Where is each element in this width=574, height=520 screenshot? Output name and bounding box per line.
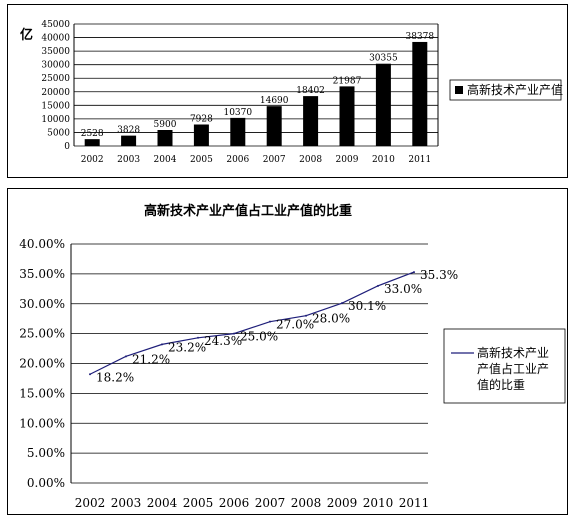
y-tick-label: 30.00% xyxy=(19,297,65,311)
bar-data-label: 2528 xyxy=(81,129,104,139)
x-tick-label: 2006 xyxy=(226,155,249,165)
bar-data-label: 21987 xyxy=(333,76,362,86)
x-tick-label: 2007 xyxy=(255,496,286,510)
y-tick-label: 15.00% xyxy=(19,386,65,400)
bar-data-label: 38378 xyxy=(405,32,434,42)
data-point xyxy=(89,373,91,376)
x-tick-label: 2003 xyxy=(111,496,142,510)
y-tick-label: 25.00% xyxy=(19,327,65,341)
point-data-label: 24.3% xyxy=(204,334,242,348)
bar-data-label: 10370 xyxy=(223,108,252,118)
y-tick-label: 0.00% xyxy=(27,476,65,490)
y-tick-label: 0 xyxy=(64,142,70,152)
x-tick-label: 2008 xyxy=(299,155,322,165)
data-point xyxy=(125,355,127,358)
point-data-label: 23.2% xyxy=(168,340,206,354)
bar-data-label: 18402 xyxy=(296,86,325,96)
x-tick-label: 2007 xyxy=(263,155,286,165)
bar xyxy=(121,135,137,146)
y-tick-label: 20.00% xyxy=(19,357,65,371)
point-data-label: 30.1% xyxy=(348,299,386,313)
data-point xyxy=(233,332,235,335)
bar-data-label: 30355 xyxy=(369,54,398,64)
y-tick-label: 45000 xyxy=(41,20,70,30)
point-data-label: 21.2% xyxy=(132,352,170,366)
x-tick-label: 2009 xyxy=(327,496,358,510)
point-data-label: 35.3% xyxy=(420,268,458,282)
bar-data-label: 7928 xyxy=(190,115,213,125)
point-data-label: 25.0% xyxy=(240,330,278,344)
y-tick-label: 40.00% xyxy=(19,237,65,251)
x-tick-label: 2009 xyxy=(336,155,359,165)
series-line xyxy=(89,271,415,375)
x-tick-label: 2004 xyxy=(147,496,178,510)
data-point xyxy=(305,314,307,317)
point-data-label: 28.0% xyxy=(312,312,350,326)
bar-data-label: 5900 xyxy=(154,120,177,130)
data-point xyxy=(413,271,415,274)
legend-box xyxy=(443,328,566,404)
x-tick-label: 2002 xyxy=(75,496,106,510)
data-point xyxy=(197,336,199,339)
y-tick-label: 10000 xyxy=(41,115,70,125)
y-tick-label: 25000 xyxy=(41,74,70,84)
bar xyxy=(412,41,428,147)
bar xyxy=(193,124,209,146)
point-data-label: 27.0% xyxy=(276,318,314,332)
x-tick-label: 2011 xyxy=(408,155,431,165)
legend-swatch xyxy=(455,86,463,94)
x-tick-label: 2002 xyxy=(81,155,104,165)
y-tick-label: 20000 xyxy=(41,88,70,98)
point-data-label: 18.2% xyxy=(96,370,134,384)
bar xyxy=(157,130,173,146)
y-tick-label: 35.00% xyxy=(19,267,65,281)
bar-chart-panel: 0 5000 10000 15000 20000 25000 30000 35000 40000… xyxy=(7,4,568,178)
bar xyxy=(303,96,319,146)
data-point xyxy=(341,302,343,305)
bar xyxy=(84,139,100,146)
bar xyxy=(339,86,355,146)
line-chart: 高新技术产业产值占工业产值的比重 0.00% 5.00% 10.00% 15.00% 20… xyxy=(19,203,566,510)
y-axis-unit-label: 亿 xyxy=(20,27,33,43)
y-tick-label: 40000 xyxy=(41,34,70,44)
data-point xyxy=(377,284,379,287)
x-tick-label: 2005 xyxy=(190,155,213,165)
y-tick-label: 30000 xyxy=(41,61,70,71)
y-tick-label: 15000 xyxy=(41,101,70,111)
bar-data-label: 3828 xyxy=(117,126,140,136)
x-tick-label: 2003 xyxy=(117,155,140,165)
bar xyxy=(230,117,246,146)
x-tick-label: 2005 xyxy=(183,496,214,510)
point-data-label: 33.0% xyxy=(384,282,422,296)
legend-box xyxy=(449,79,562,101)
line-chart-panel: 高新技术产业产值占工业产值的比重 0.00% 5.00% 10.00% 15.00% 20… xyxy=(7,188,568,515)
y-tick-label: 10.00% xyxy=(19,416,65,430)
x-tick-label: 2011 xyxy=(399,496,430,510)
chart-title: 高新技术产业产值占工业产值的比重 xyxy=(144,203,352,219)
bar-chart: 0 5000 10000 15000 20000 25000 30000 35000 40000… xyxy=(20,20,563,165)
legend-label: 高新技术产业产值 xyxy=(467,82,563,97)
x-tick-label: 2004 xyxy=(154,155,177,165)
x-tick-label: 2010 xyxy=(372,155,395,165)
y-tick-label: 5.00% xyxy=(27,446,65,460)
data-point xyxy=(269,320,271,323)
x-tick-label: 2006 xyxy=(219,496,250,510)
y-tick-label: 35000 xyxy=(41,47,70,57)
x-tick-label: 2010 xyxy=(363,496,394,510)
bar xyxy=(375,63,391,146)
legend-label: 高新技术产业产值占工业产值的比重 xyxy=(477,345,549,392)
bar xyxy=(266,106,282,146)
bar-data-label: 14690 xyxy=(260,96,289,106)
x-tick-label: 2008 xyxy=(291,496,322,510)
y-tick-label: 5000 xyxy=(47,128,70,138)
data-point xyxy=(161,343,163,346)
